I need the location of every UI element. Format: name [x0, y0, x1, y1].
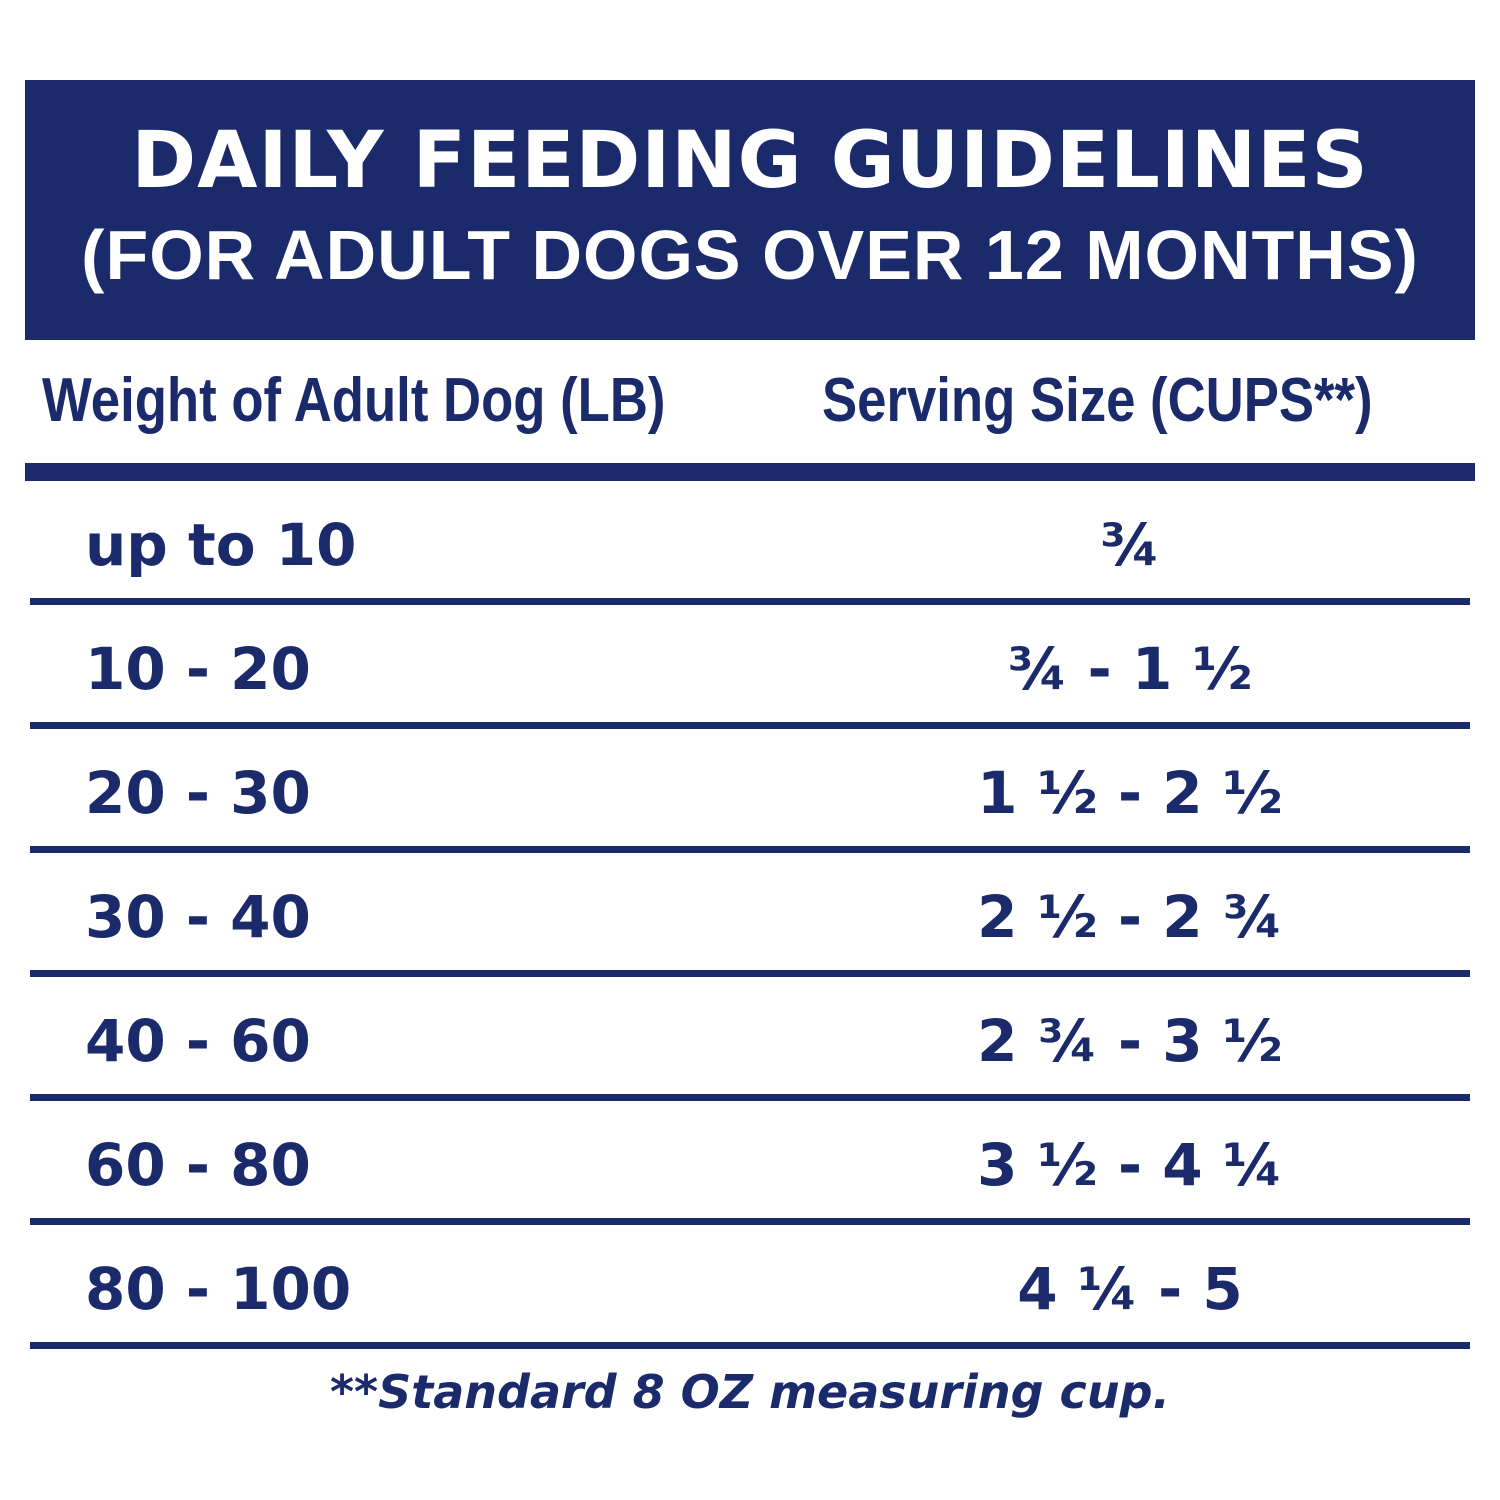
serving-cell: 2 ½ - 2 ¾: [977, 883, 1283, 951]
title: DAILY FEEDING GUIDELINES: [131, 116, 1369, 206]
row-rule: [30, 1218, 1470, 1225]
footnote: **Standard 8 OZ measuring cup.: [330, 1365, 1170, 1419]
row-rule: [30, 846, 1470, 853]
row-rule: [30, 970, 1470, 977]
weight-cell: 80 - 100: [85, 1255, 352, 1323]
column-header: Serving Size (CUPS**): [822, 366, 1373, 435]
subtitle: (FOR ADULT DOGS OVER 12 MONTHS): [81, 216, 1419, 294]
table-row: up to 10 ¾: [30, 481, 1470, 605]
table-row: 60 - 80 3 ½ - 4 ¼: [30, 1101, 1470, 1225]
header-rule: [25, 463, 1475, 481]
serving-cell: 3 ½ - 4 ¼: [977, 1131, 1283, 1199]
weight-cell: up to 10: [85, 511, 357, 579]
row-rule: [30, 722, 1470, 729]
table-row: 30 - 40 2 ½ - 2 ¾: [30, 853, 1470, 977]
serving-cell: 4 ¼ - 5: [1017, 1255, 1243, 1323]
weight-cell: 30 - 40: [85, 883, 311, 951]
serving-cell: 2 ¾ - 3 ½: [977, 1007, 1283, 1075]
weight-cell: 10 - 20: [85, 635, 311, 703]
weight-cell: 20 - 30: [85, 759, 311, 827]
serving-cell: ¾: [1099, 511, 1161, 579]
row-rule: [30, 1342, 1470, 1349]
table-row: 10 - 20 ¾ - 1 ½: [30, 605, 1470, 729]
table-row: 20 - 30 1 ½ - 2 ½: [30, 729, 1470, 853]
serving-cell: 1 ½ - 2 ½: [977, 759, 1283, 827]
weight-cell: 60 - 80: [85, 1131, 311, 1199]
weight-cell: 40 - 60: [85, 1007, 311, 1075]
serving-cell: ¾ - 1 ½: [1007, 635, 1253, 703]
table-row: 40 - 60 2 ¾ - 3 ½: [30, 977, 1470, 1101]
row-rule: [30, 1094, 1470, 1101]
table-row: 80 - 100 4 ¼ - 5: [30, 1225, 1470, 1349]
header-banner: DAILY FEEDING GUIDELINES (FOR ADULT DOGS…: [25, 80, 1475, 340]
row-rule: [30, 598, 1470, 605]
column-header: Weight of Adult Dog (LB): [42, 366, 666, 435]
